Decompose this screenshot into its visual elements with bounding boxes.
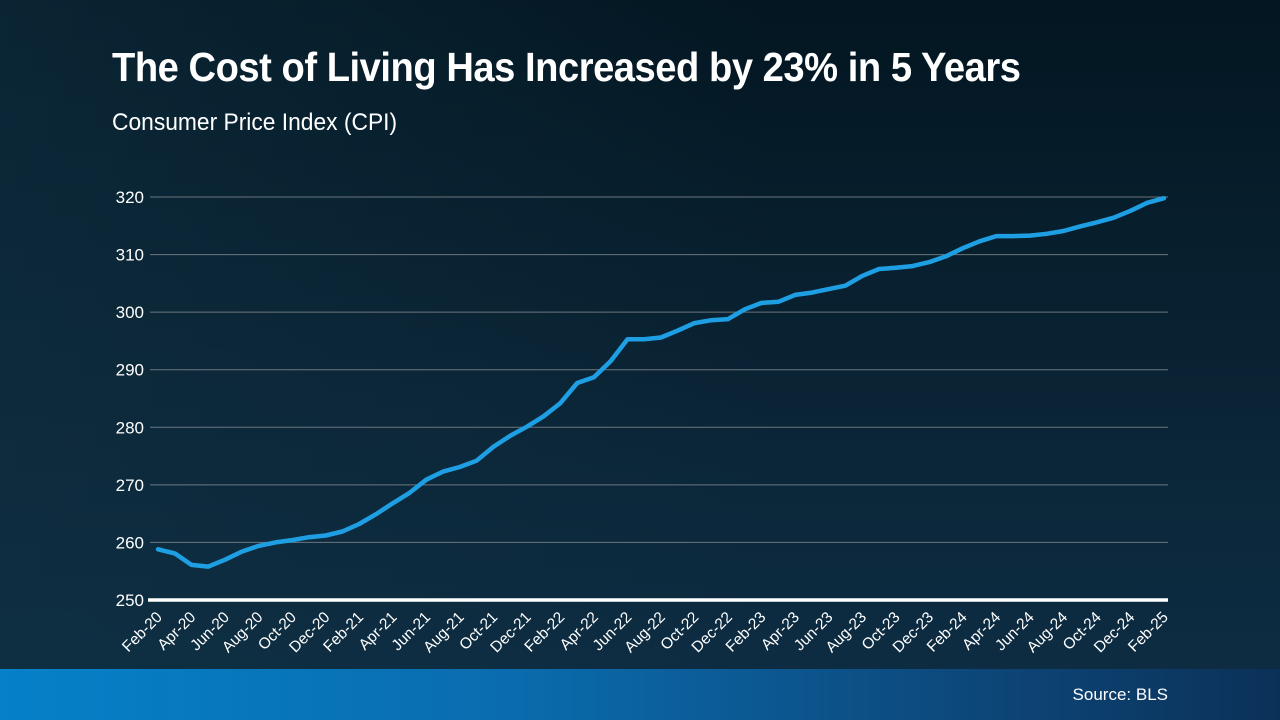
source-label: Source: BLS	[1072, 684, 1168, 704]
chart-subtitle: Consumer Price Index (CPI)	[112, 109, 398, 136]
y-tick-label: 320	[116, 188, 144, 207]
footer-bar: Source: BLS	[0, 669, 1280, 720]
y-tick-label: 260	[116, 533, 144, 552]
y-tick-label: 310	[116, 246, 144, 265]
y-tick-label: 280	[116, 418, 144, 437]
page-title: The Cost of Living Has Increased by 23% …	[112, 44, 1021, 90]
y-tick-label: 250	[116, 591, 144, 610]
y-tick-label: 290	[116, 361, 144, 380]
x-tick-label: Feb-20	[119, 609, 166, 656]
y-tick-label: 270	[116, 476, 144, 495]
cpi-line-series	[155, 195, 1167, 569]
y-tick-label: 300	[116, 303, 144, 322]
